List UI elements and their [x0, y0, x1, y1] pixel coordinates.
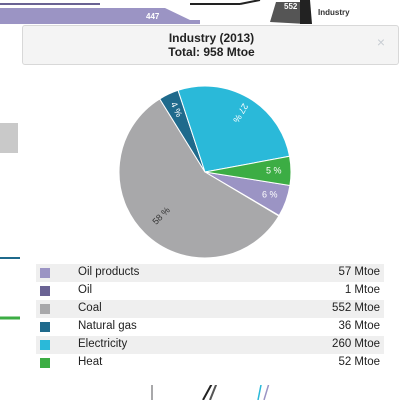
close-icon[interactable]: ×: [376, 34, 386, 50]
legend-swatch: [40, 286, 50, 296]
legend-swatch: [40, 304, 50, 314]
bg-node-value: 552: [284, 2, 298, 11]
chart-subtitle: Total: 958 Mtoe: [168, 45, 255, 59]
bg-node-label: Industry: [318, 8, 350, 17]
pie-label-heat: 5 %: [266, 165, 282, 175]
pie-chart: 6 %58 %4 % 27 %5 %: [118, 85, 292, 259]
pie-label-oil-products: 6 %: [262, 190, 278, 200]
popup-body: 6 % 58 % 4 % 27 % 5 % Oil products 57 Mtoe Oil…: [22, 65, 399, 385]
legend-label: Electricity: [78, 338, 128, 350]
legend-value: 260 Mtoe: [332, 338, 380, 350]
legend-swatch: [40, 322, 50, 332]
legend-row[interactable]: Electricity 260 Mtoe: [36, 336, 384, 354]
bg-node-block: [300, 0, 312, 24]
legend-swatch: [40, 358, 50, 368]
popup-header: Industry (2013) Total: 958 Mtoe ×: [22, 25, 399, 65]
legend-label: Oil products: [78, 266, 140, 278]
legend-label: Heat: [78, 356, 103, 368]
legend-row[interactable]: Heat 52 Mtoe: [36, 354, 384, 372]
legend-row[interactable]: Natural gas 36 Mtoe: [36, 318, 384, 336]
chart-title: Industry (2013): [168, 31, 255, 45]
legend-row[interactable]: Oil products 57 Mtoe: [36, 264, 384, 282]
legend-swatch: [40, 268, 50, 278]
bg-left-bar: [0, 123, 18, 153]
legend-row[interactable]: Coal 552 Mtoe: [36, 300, 384, 318]
legend-row[interactable]: Oil 1 Mtoe: [36, 282, 384, 300]
legend-label: Natural gas: [78, 320, 137, 332]
legend-swatch: [40, 340, 50, 350]
legend-table: Oil products 57 Mtoe Oil 1 Mtoe Coal 552 Mtoe…: [36, 264, 384, 372]
pie-slice-electricity[interactable]: [177, 85, 291, 173]
legend-value: 52 Mtoe: [338, 356, 380, 368]
legend-value: 36 Mtoe: [338, 320, 380, 332]
legend-value: 552 Mtoe: [332, 302, 380, 314]
bg-flow-line: [239, 0, 261, 5]
legend-value: 1 Mtoe: [344, 284, 380, 296]
legend-value: 57 Mtoe: [338, 266, 380, 278]
bg-flow-band: [0, 8, 200, 24]
legend-label: Oil: [78, 284, 93, 296]
legend-label: Coal: [78, 302, 102, 314]
pie-slice-heat[interactable]: [204, 155, 292, 187]
pie-slice-coal[interactable]: [118, 98, 280, 259]
bg-flow-value: 447: [146, 12, 160, 21]
bg-node-block: [270, 2, 306, 24]
